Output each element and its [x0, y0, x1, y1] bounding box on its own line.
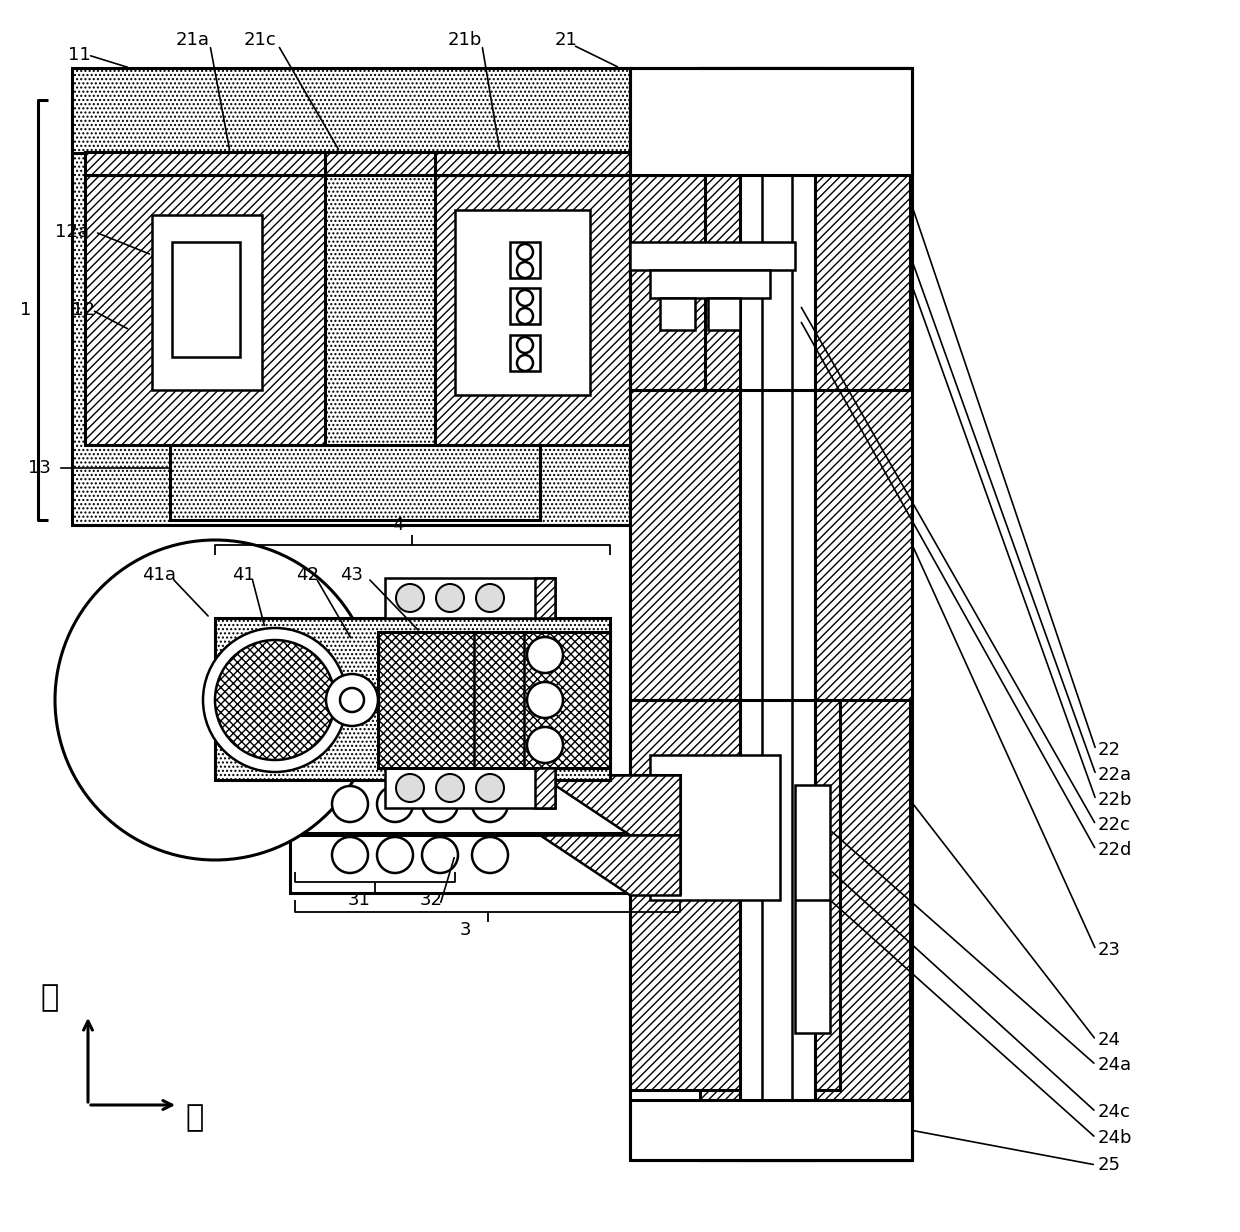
Bar: [290, 775, 680, 833]
Text: 42: 42: [296, 565, 319, 584]
Polygon shape: [539, 835, 680, 894]
Bar: [510, 241, 539, 278]
Bar: [630, 175, 706, 391]
Text: 3: 3: [460, 922, 471, 939]
Text: 4: 4: [392, 516, 404, 533]
Bar: [153, 216, 262, 391]
Bar: [630, 1100, 911, 1161]
Bar: [630, 241, 795, 270]
Bar: [384, 768, 556, 808]
Text: 前: 前: [41, 983, 60, 1013]
Bar: [630, 68, 911, 175]
Bar: [290, 835, 680, 893]
Bar: [72, 68, 630, 153]
Bar: [72, 100, 630, 525]
Bar: [630, 700, 839, 1090]
Circle shape: [332, 837, 368, 873]
Text: 25: 25: [1097, 1156, 1121, 1174]
Circle shape: [517, 355, 533, 371]
Circle shape: [340, 687, 365, 712]
Circle shape: [377, 837, 413, 873]
Text: 22d: 22d: [1097, 841, 1132, 859]
Polygon shape: [534, 768, 556, 808]
Bar: [510, 288, 539, 324]
Text: 21a: 21a: [176, 31, 210, 49]
Bar: [378, 632, 610, 768]
Bar: [701, 68, 910, 1161]
Circle shape: [396, 584, 424, 612]
Bar: [708, 298, 740, 330]
Text: 右: 右: [186, 1104, 205, 1132]
Bar: [455, 209, 590, 395]
Bar: [172, 241, 241, 357]
Text: 41: 41: [232, 565, 255, 584]
Bar: [660, 298, 694, 330]
Circle shape: [422, 837, 458, 873]
Text: 24c: 24c: [1097, 1103, 1131, 1121]
Bar: [215, 618, 610, 780]
Bar: [795, 785, 830, 1032]
Text: 24a: 24a: [1097, 1056, 1132, 1074]
Polygon shape: [534, 578, 556, 618]
Text: 41a: 41a: [143, 565, 176, 584]
Text: 24: 24: [1097, 1031, 1121, 1048]
Bar: [630, 391, 911, 700]
Bar: [325, 152, 455, 175]
Circle shape: [203, 628, 347, 772]
Polygon shape: [539, 775, 680, 835]
Text: 21b: 21b: [448, 31, 482, 49]
Bar: [740, 68, 815, 1161]
Text: 22c: 22c: [1097, 816, 1131, 834]
Text: 22a: 22a: [1097, 766, 1132, 784]
Text: 1: 1: [20, 301, 31, 319]
Text: 31: 31: [348, 891, 371, 909]
Bar: [650, 755, 780, 901]
Text: 12a: 12a: [55, 223, 89, 241]
Circle shape: [517, 262, 533, 278]
Circle shape: [436, 774, 464, 802]
Circle shape: [527, 727, 563, 763]
Circle shape: [436, 584, 464, 612]
Circle shape: [422, 786, 458, 822]
Circle shape: [55, 540, 374, 860]
Bar: [435, 152, 630, 175]
Circle shape: [476, 584, 503, 612]
Circle shape: [476, 774, 503, 802]
Text: 43: 43: [340, 565, 363, 584]
Bar: [86, 152, 325, 175]
Circle shape: [517, 308, 533, 324]
Text: 12: 12: [72, 301, 95, 319]
Circle shape: [396, 774, 424, 802]
Circle shape: [527, 683, 563, 718]
Text: 21c: 21c: [244, 31, 277, 49]
Circle shape: [517, 244, 533, 260]
Bar: [701, 1100, 910, 1161]
Bar: [701, 68, 910, 128]
Text: 11: 11: [68, 46, 91, 64]
Circle shape: [215, 639, 335, 760]
Circle shape: [517, 338, 533, 354]
Text: 13: 13: [29, 460, 51, 477]
Circle shape: [326, 674, 378, 726]
Text: 23: 23: [1097, 941, 1121, 958]
Text: 32: 32: [420, 891, 443, 909]
Bar: [170, 445, 539, 520]
Circle shape: [377, 786, 413, 822]
Circle shape: [517, 290, 533, 306]
Bar: [384, 578, 556, 618]
Bar: [435, 175, 630, 445]
Text: 22b: 22b: [1097, 791, 1132, 809]
Circle shape: [527, 637, 563, 673]
Bar: [510, 335, 539, 371]
Text: 21: 21: [556, 31, 578, 49]
Text: 24b: 24b: [1097, 1129, 1132, 1147]
Text: 22: 22: [1097, 740, 1121, 759]
Circle shape: [472, 837, 508, 873]
Bar: [650, 270, 770, 298]
Bar: [86, 175, 325, 445]
Circle shape: [332, 786, 368, 822]
Circle shape: [472, 786, 508, 822]
Bar: [630, 175, 706, 391]
